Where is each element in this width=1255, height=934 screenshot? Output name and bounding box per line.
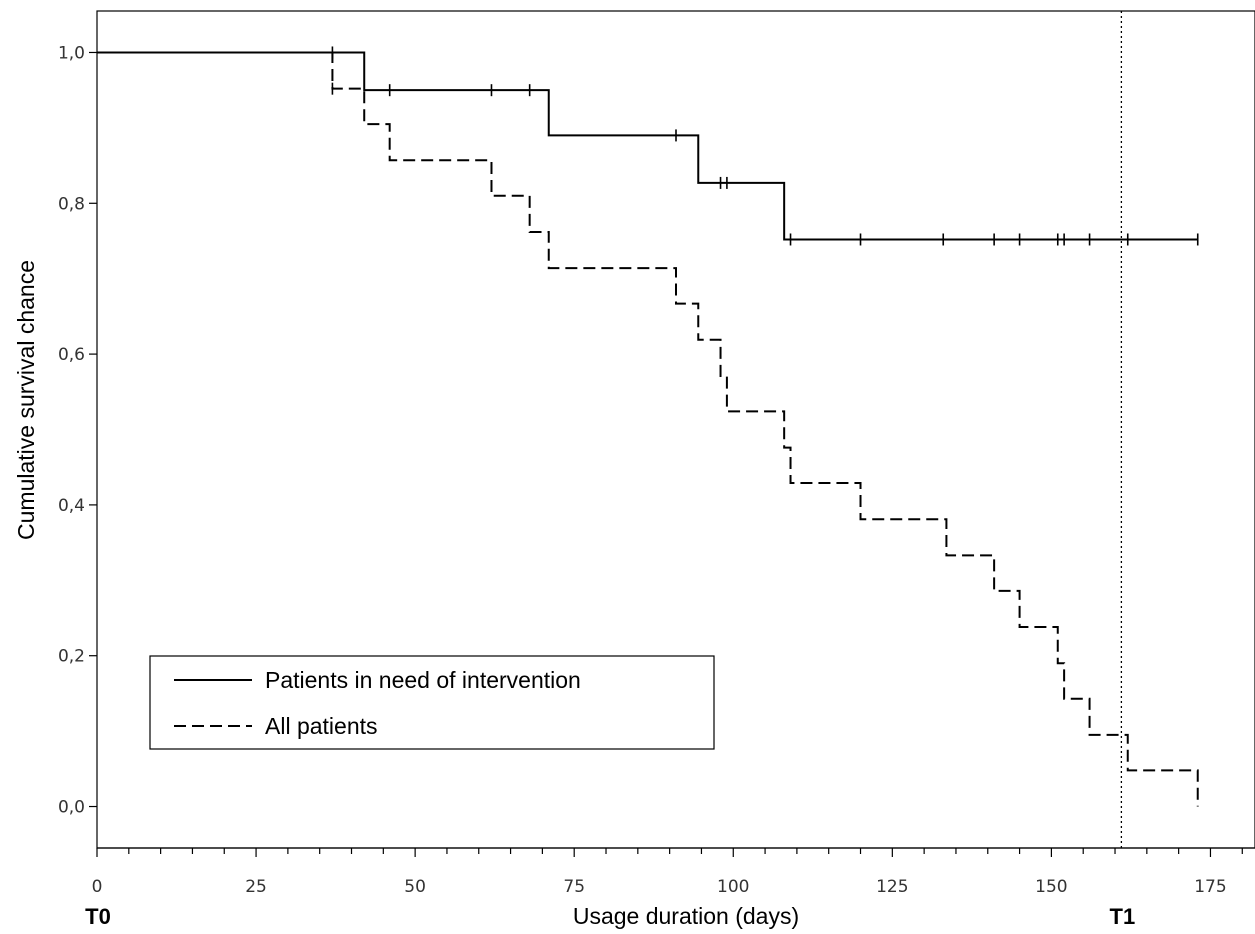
x-tick-label-25: 25 [245,877,267,897]
y-tick-label-4: 0,8 [58,194,85,214]
y-tick-label-5: 1,0 [58,43,85,63]
x-axis-label: Usage duration (days) [573,903,799,929]
x-tick-label-0: 0 [92,877,103,897]
y-tick-label-1: 0,2 [58,647,85,667]
y-axis-ticks: 0,0 0,2 0,4 0,6 0,8 1,0 [58,43,97,818]
legend: Patients in need of intervention All pat… [149,655,715,750]
x-tick-label-100: 100 [717,877,749,897]
x-axis-ticks: 0 25 50 75 100 125 150 175 [92,848,1243,897]
x-tick-label-150: 150 [1035,877,1067,897]
y-tick-label-0: 0,0 [58,798,85,818]
series-layer [97,46,1199,807]
series-line-patients-in-need-of-intervention [97,51,1198,241]
x-tick-label-50: 50 [404,877,426,897]
annotation-t0: T0 [85,904,111,929]
y-tick-label-3: 0,6 [58,345,85,365]
legend-label-patients-in-need: Patients in need of intervention [265,667,581,693]
legend-box [149,655,715,750]
series-line-all-patients [97,51,1199,807]
x-tick-label-75: 75 [563,877,585,897]
annotation-t1: T1 [1110,904,1136,929]
legend-label-all-patients: All patients [265,713,378,739]
y-axis-label: Cumulative survival chance [13,260,39,540]
x-tick-label-125: 125 [876,877,908,897]
x-tick-label-175: 175 [1194,877,1226,897]
annotations: T0 T1 [85,904,1135,929]
y-tick-label-2: 0,4 [58,496,85,516]
